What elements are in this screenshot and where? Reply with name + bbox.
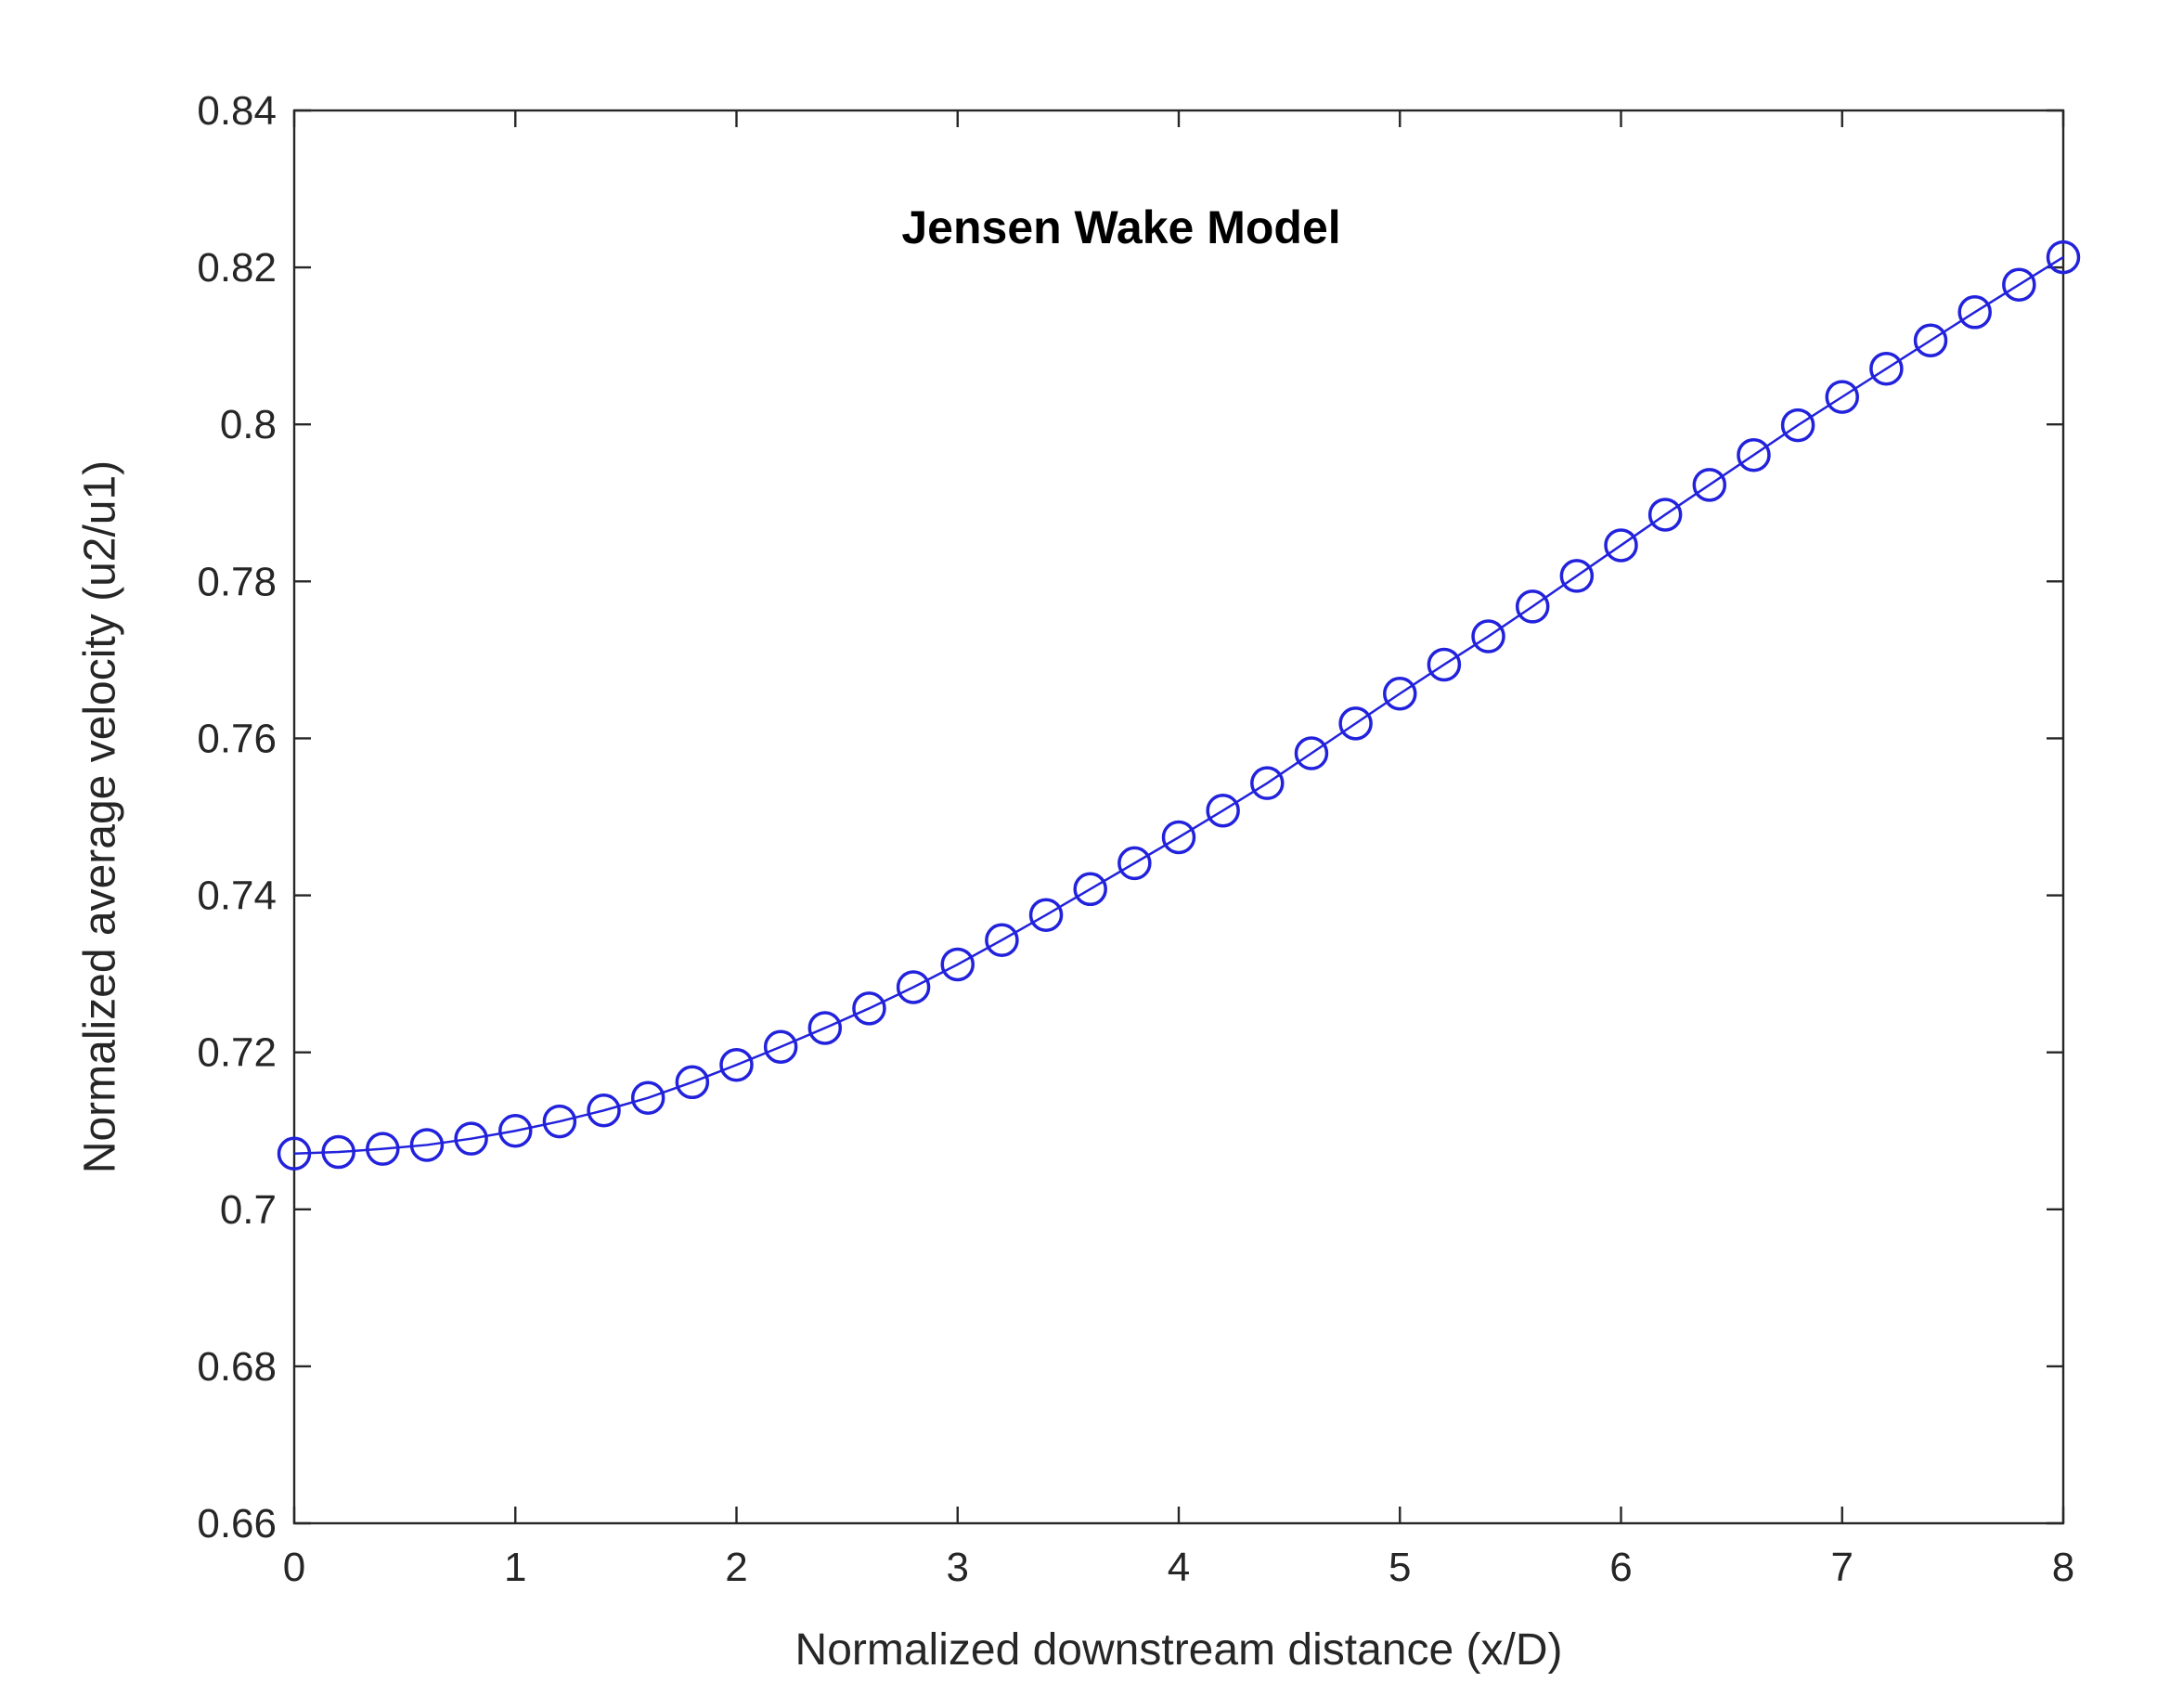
data-point-marker bbox=[1913, 323, 1948, 357]
data-point-marker bbox=[1073, 872, 1107, 907]
data-point-marker bbox=[1161, 820, 1196, 855]
data-point-marker bbox=[454, 1121, 488, 1156]
axes-box bbox=[292, 109, 2065, 1525]
data-point-marker bbox=[1604, 528, 1638, 563]
data-point-marker bbox=[587, 1093, 621, 1128]
data-point-marker bbox=[1515, 589, 1550, 624]
data-point-marker bbox=[1647, 498, 1683, 532]
data-point-marker bbox=[321, 1134, 355, 1170]
data-point-marker bbox=[852, 991, 886, 1026]
x-tick-label: 0 bbox=[283, 1545, 305, 1590]
data-point-marker bbox=[1692, 468, 1727, 502]
data-point-marker bbox=[277, 1136, 312, 1171]
data-point-marker bbox=[2002, 267, 2036, 302]
x-tick-label: 5 bbox=[1389, 1545, 1411, 1590]
data-point-marker bbox=[719, 1047, 754, 1082]
data-point-marker bbox=[1427, 647, 1462, 682]
series-line bbox=[293, 256, 2064, 1155]
data-point-marker bbox=[940, 947, 975, 982]
data-point-marker bbox=[1383, 676, 1417, 711]
data-point-marker bbox=[1117, 846, 1152, 881]
y-axis-label: Normalized average velocity (u2/u1) bbox=[75, 459, 125, 1174]
data-point-marker bbox=[409, 1128, 445, 1162]
data-point-marker bbox=[2046, 239, 2081, 275]
y-tick-label: 0.74 bbox=[197, 873, 277, 919]
data-point-marker bbox=[1471, 619, 1505, 653]
data-point-marker bbox=[498, 1113, 533, 1148]
data-point-marker bbox=[1780, 408, 1815, 443]
y-tick-label: 0.84 bbox=[197, 88, 277, 134]
data-point-marker bbox=[1338, 706, 1373, 741]
y-tick-label: 0.78 bbox=[197, 559, 277, 604]
y-tick-label: 0.7 bbox=[220, 1187, 277, 1233]
data-point-marker bbox=[542, 1104, 577, 1139]
y-tick-label: 0.8 bbox=[220, 402, 277, 447]
data-point-marker bbox=[1294, 736, 1329, 770]
x-tick-label: 8 bbox=[2052, 1545, 2074, 1590]
data-point-marker bbox=[1250, 766, 1285, 800]
data-point-marker bbox=[630, 1080, 665, 1115]
data-point-marker bbox=[1559, 559, 1595, 593]
x-tick-label: 1 bbox=[504, 1545, 526, 1590]
x-tick-label: 3 bbox=[947, 1545, 969, 1590]
data-point-marker bbox=[1028, 898, 1064, 932]
y-tick-label: 0.66 bbox=[197, 1501, 277, 1546]
y-tick-label: 0.68 bbox=[197, 1344, 277, 1390]
data-point-marker bbox=[896, 970, 931, 1004]
x-tick-label: 2 bbox=[725, 1545, 747, 1590]
data-point-marker bbox=[675, 1065, 710, 1100]
chart-title: Jensen Wake Model bbox=[901, 201, 1341, 253]
data-point-marker bbox=[1957, 295, 1992, 330]
x-tick-label: 4 bbox=[1168, 1545, 1190, 1590]
y-tick-label: 0.82 bbox=[197, 245, 277, 291]
data-point-marker bbox=[1869, 351, 1904, 386]
y-tick-label: 0.72 bbox=[197, 1030, 277, 1076]
x-tick-label: 7 bbox=[1831, 1545, 1854, 1590]
data-point-marker bbox=[1825, 380, 1859, 414]
y-tick-label: 0.76 bbox=[197, 716, 277, 761]
data-point-marker bbox=[1737, 437, 1771, 472]
x-tick-label: 6 bbox=[1609, 1545, 1632, 1590]
data-point-marker bbox=[763, 1029, 798, 1064]
data-point-marker bbox=[807, 1011, 843, 1045]
x-axis-label: Normalized downstream distance (x/D) bbox=[794, 1625, 1563, 1675]
data-point-marker bbox=[985, 923, 1019, 958]
data-point-marker bbox=[366, 1132, 400, 1166]
data-point-marker bbox=[1206, 793, 1240, 828]
